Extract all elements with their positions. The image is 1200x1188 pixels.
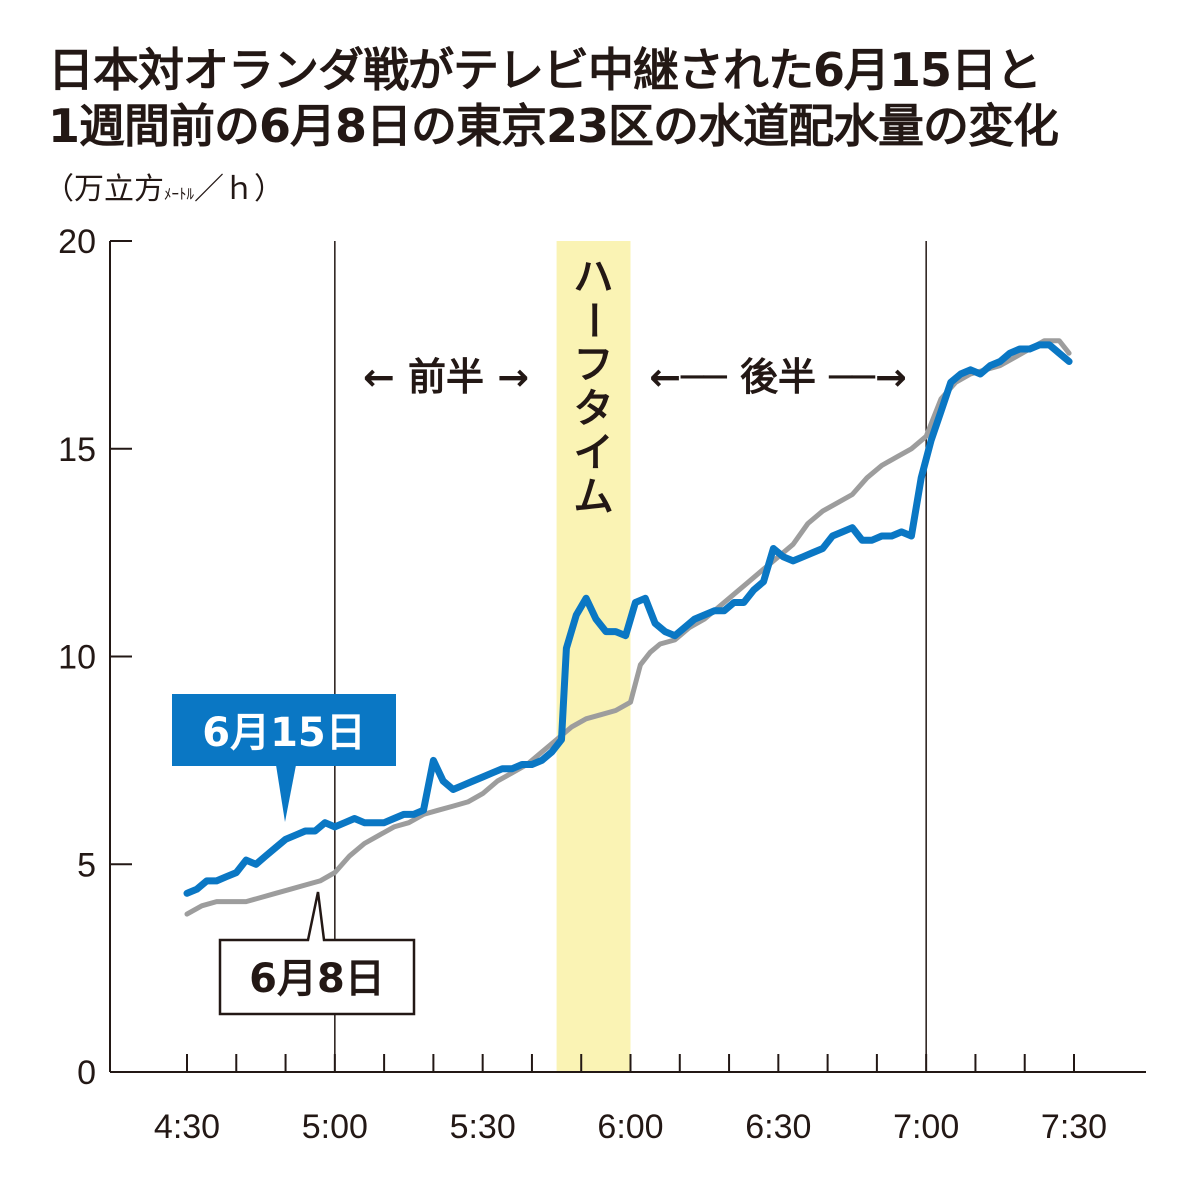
y-tick-label: 0 [77, 1054, 96, 1092]
legend-june15-text: 6月15日 [202, 710, 366, 756]
series-line-june8 [184, 338, 1072, 917]
legend-june15-box [172, 694, 396, 766]
y-axis-unit-tail: ／ｈ） [194, 172, 285, 207]
y-axis-unit: （万立方ﾒｰﾄﾙ／ｈ） [44, 164, 284, 208]
x-tick-label: 7:00 [893, 1108, 959, 1146]
y-axis-unit-label: （万立方 [44, 172, 164, 207]
halftime-char: タ [574, 386, 614, 432]
y-tick-label: 5 [77, 846, 96, 884]
legend-callout-june15: 6月15日 [172, 694, 396, 822]
chart-title: 日本対オランダ戦がテレビ中継された6月15日と [48, 43, 1042, 97]
y-tick-label: 10 [58, 639, 96, 677]
x-tick-label: 5:30 [450, 1108, 516, 1146]
y-tick-label: 20 [58, 223, 96, 261]
x-tick-label: 4:30 [154, 1108, 220, 1146]
x-tick-labels: 4:30 5:00 5:30 6:00 6:30 7:00 7:30 [154, 1108, 1107, 1146]
x-tick-label: 6:30 [745, 1108, 811, 1146]
legend-june8-text: 6月8日 [249, 956, 385, 1002]
y-tick-label: 15 [58, 431, 96, 469]
axes [109, 240, 1146, 1073]
halftime-char: ー [570, 300, 616, 340]
first-half-label: ← 前半 → [363, 355, 529, 399]
legend-callout-june8: 6月8日 [218, 891, 416, 1016]
legend-june8-box [218, 891, 416, 1016]
halftime-char: ハ [574, 254, 614, 300]
series-lines [183, 338, 1073, 917]
series-line-june15 [183, 341, 1073, 897]
halftime-char: フ [574, 342, 614, 388]
gridlines [334, 241, 927, 1072]
y-tick-labels: 0 5 10 15 20 [58, 223, 96, 1092]
legend-june15-pointer [276, 765, 296, 822]
x-tick-label: 5:00 [302, 1108, 368, 1146]
chart-subtitle: 1週間前の6月8日の東京23区の水道配水量の変化 [48, 99, 1059, 153]
second-half-label: ←── 後半 ──→ [649, 355, 907, 399]
halftime-char: イ [574, 430, 614, 476]
x-tick-label: 6:00 [597, 1108, 663, 1146]
halftime-char: ム [574, 474, 614, 520]
x-tick-label: 7:30 [1041, 1108, 1107, 1146]
y-axis-unit-small: ﾒｰﾄﾙ [164, 185, 195, 203]
